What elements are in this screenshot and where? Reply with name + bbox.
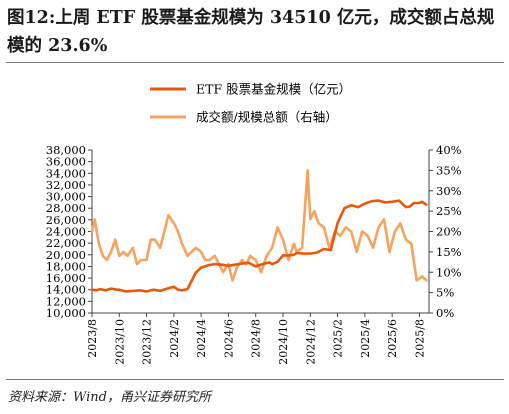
x-tick-label: 2024/12 (304, 319, 317, 365)
x-tick-label: 2023/12 (141, 319, 154, 365)
x-tick-label: 2025/2 (332, 319, 345, 358)
left-y-tick-label: 36,000 (46, 155, 86, 169)
left-y-tick-label: 18,000 (46, 259, 86, 273)
x-tick-label: 2024/4 (195, 319, 208, 358)
x-tick-label: 2025/8 (413, 319, 426, 358)
left-y-tick-label: 26,000 (46, 213, 86, 227)
title-divider (6, 62, 504, 63)
left-y-tick-label: 38,000 (46, 143, 86, 157)
x-tick-label: 2024/8 (250, 319, 263, 358)
left-y-tick-label: 20,000 (46, 248, 86, 262)
right-y-tick-label: 30% (436, 184, 462, 198)
x-tick-label: 2024/10 (277, 319, 290, 365)
left-y-tick-label: 28,000 (46, 201, 86, 215)
chart-title: 图12:上周 ETF 股票基金规模为 34510 亿元，成交额占总规模的 23.… (7, 8, 495, 56)
right-y-tick-label: 5% (436, 286, 454, 300)
right-y-tick-label: 15% (436, 245, 462, 259)
right-y-tick-label: 20% (436, 225, 462, 239)
x-tick-label: 2024/6 (222, 319, 235, 358)
left-y-tick-label: 10,000 (46, 306, 86, 320)
source-divider (6, 379, 504, 380)
right-y-tick-label: 0% (436, 306, 454, 320)
left-y-tick-label: 22,000 (46, 236, 86, 250)
left-y-tick-label: 30,000 (46, 190, 86, 204)
right-y-tick-label: 40% (436, 143, 462, 157)
right-y-tick-label: 35% (436, 163, 462, 177)
source-note: 资料来源：Wind，甬兴证券研究所 (8, 390, 211, 405)
left-y-tick-label: 24,000 (46, 225, 86, 239)
left-y-tick-label: 32,000 (46, 178, 86, 192)
left-y-tick-label: 12,000 (46, 294, 86, 308)
legend-label: 成交额/规模总额（右轴） (196, 110, 338, 125)
left-y-tick-label: 34,000 (46, 166, 86, 180)
x-tick-label: 2024/2 (168, 319, 181, 358)
legend-label: ETF 股票基金规模（亿元） (196, 82, 351, 97)
right-y-tick-label: 10% (436, 265, 462, 279)
series-line-etf-size (90, 199, 428, 293)
x-tick-label: 2023/10 (113, 319, 126, 365)
x-tick-label: 2025/6 (386, 319, 399, 358)
right-y-tick-label: 25% (436, 204, 462, 218)
left-y-tick-label: 14,000 (46, 283, 86, 297)
x-tick-label: 2025/4 (359, 319, 372, 358)
left-y-tick-label: 16,000 (46, 271, 86, 285)
x-tick-label: 2023/8 (86, 319, 99, 358)
